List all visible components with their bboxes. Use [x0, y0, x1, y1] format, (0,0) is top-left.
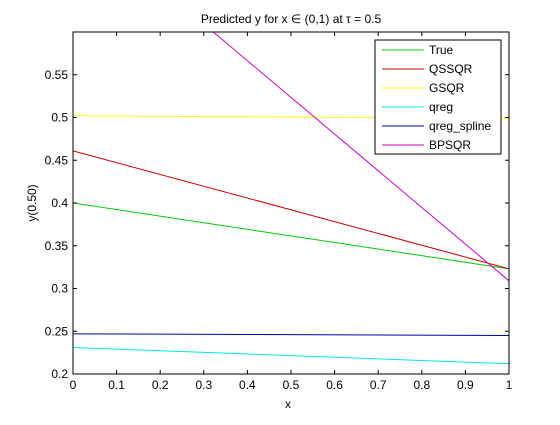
series-line-qreg	[73, 346, 509, 365]
x-tick-label: 1	[506, 378, 513, 392]
y-tick-label: 0.25	[45, 324, 69, 338]
legend-box	[374, 39, 502, 155]
y-tick-label: 0.4	[51, 196, 68, 210]
y-tick-label: 0.3	[51, 282, 68, 296]
x-tick-label: 0.1	[108, 378, 125, 392]
series-line-true	[73, 202, 509, 270]
y-axis-ticks: 0.2 0.25 0.3 0.35 0.4 0.45 0.5 0.55	[45, 68, 509, 381]
x-tick-label: 0	[70, 378, 77, 392]
y-tick-label: 0.45	[45, 153, 69, 167]
series-layer	[73, 32, 509, 365]
series-line-qssqr	[73, 150, 509, 270]
legend-label-qreg-spline: qreg_spline	[429, 119, 491, 133]
x-tick-label: 0.7	[370, 378, 387, 392]
legend: True QSSQR GSQR qreg qreg_spline BPSQR	[374, 39, 502, 155]
x-tick-label: 0.9	[457, 378, 474, 392]
y-axis-label: y(0.50)	[25, 184, 39, 221]
y-tick-label: 0.2	[51, 367, 68, 381]
x-tick-label: 0.3	[195, 378, 212, 392]
y-tick-label: 0.55	[45, 68, 69, 82]
x-tick-label: 0.5	[283, 378, 300, 392]
x-axis-ticks: 0 0.1 0.2 0.3 0.4 0.5 0.6 0.7 0.8 0.9 1	[70, 32, 513, 392]
chart-title: Predicted y for x ∈ (0,1) at τ = 0.5	[201, 12, 382, 26]
x-tick-label: 0.4	[239, 378, 256, 392]
legend-label-bpsqr: BPSQR	[429, 138, 471, 152]
x-axis-label: x	[285, 397, 291, 411]
x-tick-label: 0.6	[326, 378, 343, 392]
series-line-bpsqr	[212, 32, 509, 282]
legend-label-true: True	[429, 43, 454, 57]
legend-label-gsqr: GSQR	[429, 81, 465, 95]
y-tick-label: 0.35	[45, 239, 69, 253]
series-line-qreg-spline	[73, 333, 509, 337]
x-tick-label: 0.8	[413, 378, 430, 392]
legend-label-qreg: qreg	[429, 100, 453, 114]
y-tick-label: 0.5	[51, 111, 68, 125]
x-tick-label: 0.2	[152, 378, 169, 392]
legend-label-qssqr: QSSQR	[429, 62, 473, 76]
